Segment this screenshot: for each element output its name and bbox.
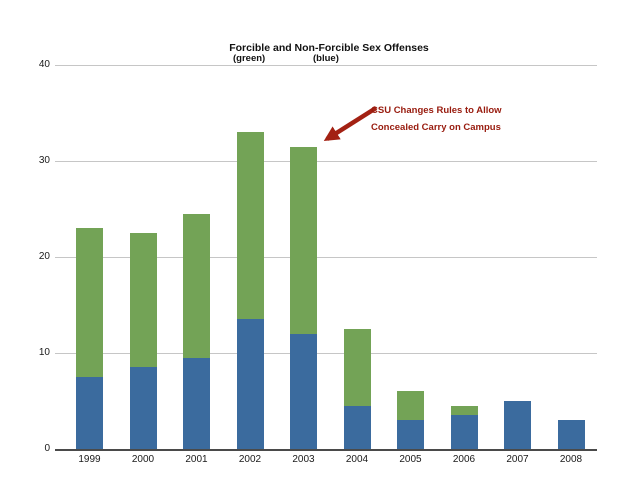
y-tick-label-20: 20 xyxy=(38,251,50,262)
bar-2005 xyxy=(397,391,424,449)
bar-2004 xyxy=(343,329,371,449)
y-tick-label-0: 0 xyxy=(44,443,50,454)
bar-2001-forcible-segment xyxy=(183,213,210,358)
bar-2006 xyxy=(450,405,478,449)
bar-1999 xyxy=(76,228,103,449)
bar-2003-nonforcible-segment xyxy=(290,333,317,449)
y-tick-label-30: 30 xyxy=(38,155,50,166)
annotation-text: CSU Changes Rules to Allow Concealed Car… xyxy=(371,102,502,136)
annotation-line-2: Concealed Carry on Campus xyxy=(371,122,501,133)
bar-2008-nonforcible-segment xyxy=(557,420,585,449)
x-tick-label-2003: 2003 xyxy=(292,454,315,465)
bar-1999-nonforcible-segment xyxy=(76,377,103,449)
bar-2005-forcible-segment xyxy=(397,391,424,421)
bar-2002-forcible-segment xyxy=(236,132,264,320)
bar-1999-forcible-segment xyxy=(76,228,103,377)
bar-2007 xyxy=(504,401,531,449)
bar-2004-forcible-segment xyxy=(343,329,371,406)
gridline-30 xyxy=(55,161,597,162)
x-tick-label-1999: 1999 xyxy=(78,454,101,465)
bar-2001-nonforcible-segment xyxy=(183,357,210,449)
annotation-line-1: CSU Changes Rules to Allow xyxy=(371,105,502,116)
bar-2001 xyxy=(183,213,210,449)
x-tick-label-2000: 2000 xyxy=(131,454,155,465)
x-tick-label-2007: 2007 xyxy=(506,454,529,465)
x-tick-label-2002: 2002 xyxy=(238,454,262,465)
bar-2008 xyxy=(557,420,585,449)
y-tick-label-40: 40 xyxy=(38,59,50,70)
bar-2006-forcible-segment xyxy=(450,405,478,416)
bar-2004-nonforcible-segment xyxy=(343,405,371,449)
bar-2000 xyxy=(129,233,157,449)
bar-2006-nonforcible-segment xyxy=(450,415,478,449)
bar-2000-nonforcible-segment xyxy=(129,367,157,449)
bar-2002-nonforcible-segment xyxy=(236,319,264,449)
x-tick-label-2008: 2008 xyxy=(559,454,583,465)
bar-2000-forcible-segment xyxy=(129,233,157,368)
subtitle-green-label: (green) xyxy=(233,53,266,64)
bar-2003 xyxy=(290,146,317,449)
gridline-40 xyxy=(55,65,597,66)
gridline-10 xyxy=(55,353,597,354)
subtitle-blue-label: (blue) xyxy=(313,53,339,64)
bar-2007-nonforcible-segment xyxy=(504,401,531,449)
gridline-20 xyxy=(55,257,597,258)
x-axis-line xyxy=(55,449,597,451)
bar-2003-forcible-segment xyxy=(290,146,317,334)
y-tick-label-10: 10 xyxy=(38,347,50,358)
chart-title: Forcible and Non-Forcible Sex Offenses xyxy=(229,42,429,54)
bar-2002 xyxy=(236,132,264,449)
x-tick-label-2004: 2004 xyxy=(345,454,369,465)
x-tick-label-2001: 2001 xyxy=(185,454,208,465)
bar-2005-nonforcible-segment xyxy=(397,420,424,449)
plot-area xyxy=(55,65,597,451)
x-tick-label-2006: 2006 xyxy=(452,454,476,465)
x-tick-label-2005: 2005 xyxy=(399,454,422,465)
